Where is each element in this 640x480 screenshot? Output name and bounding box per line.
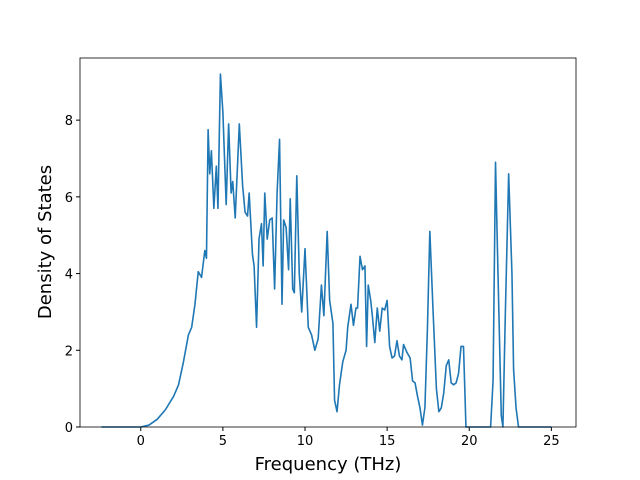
x-tick-label: 15 <box>379 434 396 449</box>
plot-frame <box>79 57 577 428</box>
x-axis-label: Frequency (THz) <box>255 454 402 475</box>
x-tick-label: 10 <box>297 434 314 449</box>
x-tick-label: 25 <box>543 434 560 449</box>
x-tick-label: 0 <box>137 434 145 449</box>
y-tick-label: 8 <box>65 114 73 129</box>
x-tick-label: 20 <box>461 434 478 449</box>
data-line <box>101 73 552 428</box>
y-tick-label: 0 <box>65 421 73 436</box>
x-tick-label: 5 <box>219 434 227 449</box>
y-tick-label: 2 <box>65 344 73 359</box>
y-tick-label: 4 <box>65 268 73 283</box>
y-tick-label: 6 <box>65 191 73 206</box>
y-axis-label: Density of States <box>35 165 56 319</box>
